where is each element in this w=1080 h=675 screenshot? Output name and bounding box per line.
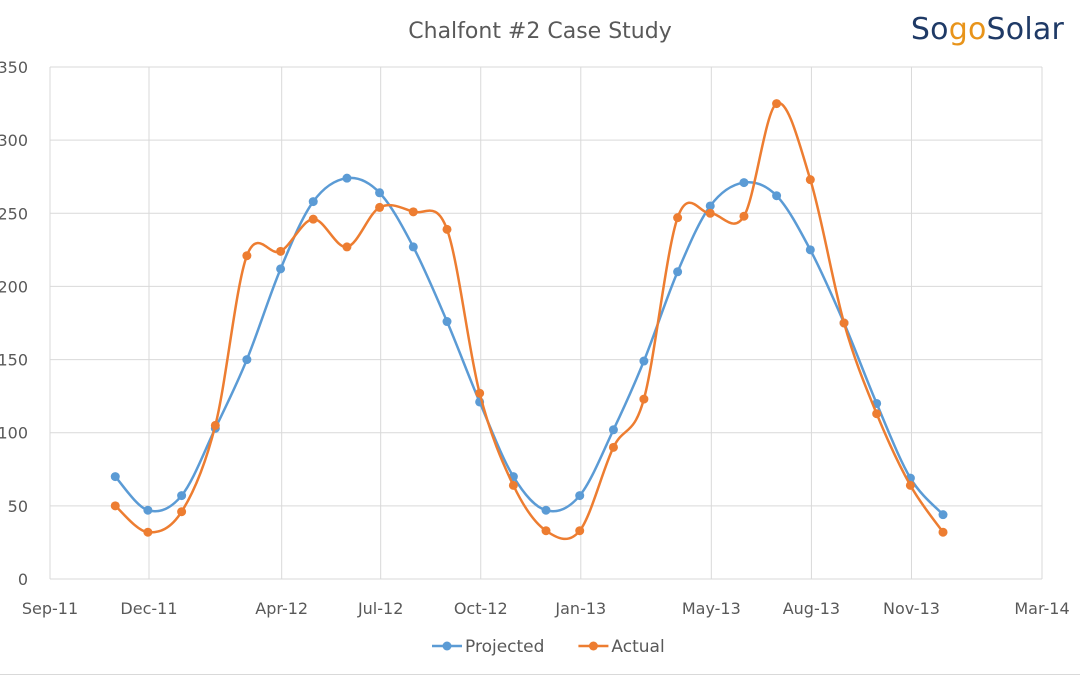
x-tick-label: Aug-13 — [783, 599, 840, 618]
y-tick-label: 150 — [0, 351, 28, 370]
x-tick-label: Jul-12 — [357, 599, 403, 618]
data-point-projected — [143, 505, 153, 515]
data-point-actual — [177, 507, 187, 517]
data-point-actual — [143, 527, 153, 537]
data-point-projected — [541, 505, 551, 515]
legend-item-projected[interactable]: Projected — [432, 637, 544, 657]
data-point-projected — [375, 188, 385, 198]
x-tick-label: Dec-11 — [120, 599, 177, 618]
data-point-actual — [575, 526, 585, 536]
data-point-actual — [705, 208, 715, 218]
data-point-actual — [639, 394, 649, 404]
data-point-projected — [938, 510, 948, 520]
x-tick-label: Sep-11 — [22, 599, 78, 618]
data-point-projected — [442, 317, 452, 327]
data-point-actual — [608, 442, 618, 452]
data-point-actual — [442, 224, 452, 234]
data-point-projected — [242, 355, 252, 365]
chart-title: Chalfont #2 Case Study — [408, 19, 671, 44]
y-tick-label: 350 — [0, 58, 28, 77]
data-point-projected — [608, 425, 618, 435]
legend-swatch-dot-actual — [588, 641, 598, 651]
data-point-actual — [805, 175, 815, 185]
y-axis: 0 50 100 150 200 250 300 350 — [0, 58, 28, 589]
data-point-actual — [905, 480, 915, 490]
series-line-actual — [114, 101, 945, 541]
data-point-projected — [639, 356, 649, 366]
legend[interactable]: Projected Actual — [432, 637, 665, 657]
x-tick-label: May-13 — [682, 599, 741, 618]
series-actual — [110, 99, 948, 541]
data-point-actual — [308, 214, 318, 224]
legend-item-actual[interactable]: Actual — [578, 637, 665, 657]
data-point-actual — [839, 318, 849, 328]
y-tick-label: 200 — [0, 277, 28, 296]
x-tick-label: Mar-14 — [1014, 599, 1069, 618]
legend-label-actual: Actual — [611, 637, 664, 657]
data-point-projected — [575, 491, 585, 501]
data-point-projected — [308, 197, 318, 207]
data-point-actual — [375, 202, 385, 212]
data-point-actual — [276, 246, 286, 256]
data-point-actual — [242, 251, 252, 261]
plot-grid — [49, 66, 1043, 580]
x-tick-label: Nov-13 — [883, 599, 940, 618]
data-point-actual — [938, 527, 948, 537]
data-point-actual — [408, 207, 418, 217]
data-point-projected — [177, 491, 187, 501]
y-tick-label: 250 — [0, 204, 28, 223]
data-point-actual — [110, 501, 120, 511]
data-point-actual — [739, 211, 749, 221]
data-point-projected — [705, 201, 715, 211]
sogosolar-logo: SogoSolar — [911, 12, 1064, 47]
y-tick-label: 50 — [8, 497, 28, 516]
data-point-projected — [408, 242, 418, 252]
series-layer — [110, 99, 948, 541]
legend-swatch-dot-projected — [442, 641, 452, 651]
data-point-actual — [673, 213, 683, 223]
data-point-projected — [673, 267, 683, 277]
data-point-projected — [342, 173, 352, 183]
data-point-actual — [772, 99, 782, 109]
x-tick-label: Apr-12 — [255, 599, 308, 618]
y-tick-label: 300 — [0, 131, 28, 150]
data-point-projected — [110, 472, 120, 482]
data-point-actual — [872, 409, 882, 419]
data-point-actual — [508, 480, 518, 490]
x-tick-label: Jan-13 — [554, 599, 606, 618]
data-point-actual — [342, 242, 352, 252]
logo-part-so: So — [910, 12, 949, 47]
x-axis: Sep-11 Dec-11 Apr-12 Jul-12 Oct-12 Jan-13 May-… — [22, 599, 1070, 618]
logo-part-go: go — [948, 12, 987, 47]
series-line-projected — [114, 176, 945, 516]
data-point-actual — [210, 420, 220, 430]
data-point-actual — [475, 388, 485, 398]
y-tick-label: 0 — [18, 570, 28, 589]
x-tick-label: Oct-12 — [454, 599, 508, 618]
logo-part-solar: Solar — [986, 12, 1064, 47]
data-point-projected — [276, 264, 286, 274]
data-point-actual — [541, 526, 551, 536]
data-point-projected — [772, 191, 782, 201]
data-point-projected — [805, 245, 815, 255]
data-point-projected — [739, 178, 749, 188]
y-tick-label: 100 — [0, 424, 28, 443]
legend-label-projected: Projected — [465, 637, 544, 657]
